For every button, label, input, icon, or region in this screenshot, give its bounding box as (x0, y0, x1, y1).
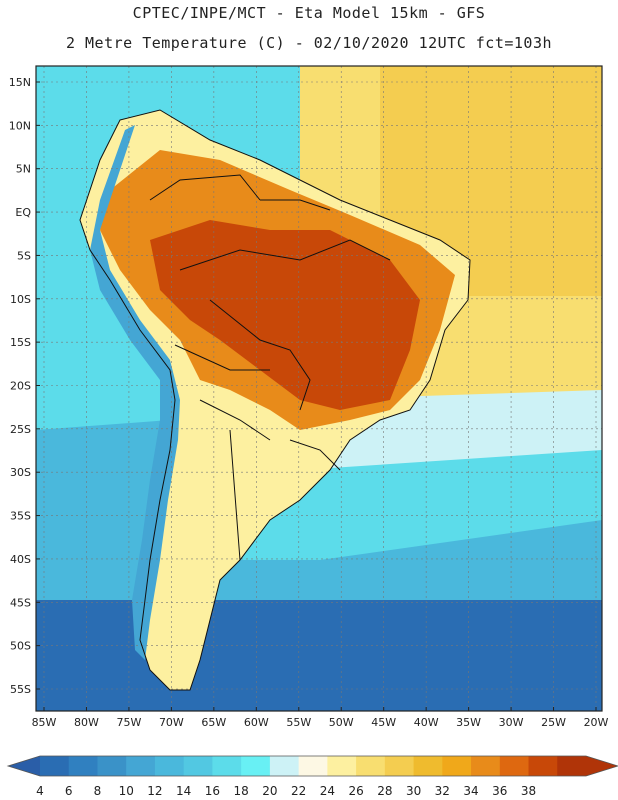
longitude-label: 30W (499, 716, 524, 729)
colorbar-swatch (356, 756, 386, 776)
colorbar-label: 28 (377, 784, 392, 798)
colorbar-label: 12 (147, 784, 162, 798)
colorbar-label: 16 (205, 784, 220, 798)
colorbar-swatch (241, 756, 271, 776)
longitude-label: 80W (74, 716, 99, 729)
colorbar-swatch (327, 756, 357, 776)
colorbar-swatch (499, 756, 530, 776)
colorbar-swatch (413, 756, 443, 776)
colorbar-swatch (557, 756, 587, 776)
latitude-label: 10S (10, 293, 31, 306)
graticule (36, 66, 602, 711)
longitude-label: 55W (286, 716, 311, 729)
latitude-label: 35S (10, 510, 31, 523)
colorbar-swatch (384, 756, 415, 776)
colorbar-label: 38 (521, 784, 536, 798)
latitude-label: 5S (17, 249, 31, 262)
colorbar-swatch (183, 756, 213, 776)
latitude-label: 50S (10, 640, 31, 653)
colorbar-swatch (154, 756, 185, 776)
latitude-label: 10N (9, 119, 31, 132)
colorbar-label: 6 (65, 784, 73, 798)
colorbar-swatch (269, 756, 300, 776)
colorbar-label: 18 (234, 784, 249, 798)
colorbar-min-arrow (8, 756, 40, 776)
colorbar-label: 36 (492, 784, 507, 798)
latitude-label: 20S (10, 380, 31, 393)
colorbar-swatch (212, 756, 242, 776)
colorbar-swatch (442, 756, 472, 776)
longitude-label: 35W (456, 716, 481, 729)
colorbar-label: 4 (36, 784, 44, 798)
longitude-label: 60W (244, 716, 269, 729)
latitude-label: 45S (10, 596, 31, 609)
chart-title-line1: CPTEC/INPE/MCT - Eta Model 15km - GFS (132, 4, 486, 22)
colorbar-label: 24 (320, 784, 335, 798)
colorbar-swatch (97, 756, 127, 776)
colorbar-label: 26 (348, 784, 363, 798)
latitude-label: EQ (15, 206, 31, 219)
colorbar-max-arrow (586, 756, 618, 776)
colorbar-swatch (68, 756, 98, 776)
colorbar-label: 32 (435, 784, 450, 798)
amazon-hot-core (150, 220, 420, 410)
longitude-label: 85W (32, 716, 57, 729)
country-borders (79, 109, 471, 691)
longitude-label: 45W (371, 716, 396, 729)
colorbar-outline (6, 755, 618, 777)
longitude-labels: 85W 80W 75W 70W 65W 60W 55W 50W 45W 40W 35W 30W 25W 2… (32, 707, 609, 729)
latitude-label: 15N (9, 76, 31, 89)
longitude-label: 40W (414, 716, 439, 729)
longitude-label: 75W (116, 716, 141, 729)
colorbar-label: 30 (406, 784, 421, 798)
colorbar-swatch (126, 756, 156, 776)
map-field (36, 66, 602, 711)
longitude-label: 50W (329, 716, 354, 729)
colorbar-label: 22 (291, 784, 306, 798)
colorbar-label: 14 (176, 784, 191, 798)
latitude-label: 30S (10, 466, 31, 479)
colorbar-label: 34 (463, 784, 478, 798)
colorbar-label: 8 (94, 784, 102, 798)
map-frame (35, 65, 603, 712)
colorbar-swatch (528, 756, 558, 776)
latitude-label: 25S (10, 423, 31, 436)
latitude-label: 40S (10, 553, 31, 566)
colorbar-swatch (471, 756, 501, 776)
latitude-label: 55S (10, 683, 31, 696)
longitude-label: 20W (584, 716, 609, 729)
latitude-label: 15S (10, 336, 31, 349)
colorbar-swatch (298, 756, 328, 776)
ocean-deep-band (36, 600, 602, 711)
chart-title-line2: 2 Metre Temperature (C) - 02/10/2020 12U… (65, 34, 553, 52)
longitude-label: 25W (541, 716, 566, 729)
latitude-labels: 15N 10N 5N EQ 5S 10S 15S 20S 25S 30S 35S 40S 45S 50S 5… (9, 76, 40, 696)
southern-cone-mild (185, 420, 330, 580)
colorbar-label: 20 (262, 784, 277, 798)
longitude-label: 65W (201, 716, 226, 729)
colorbar: 4 6 8 10 12 14 16 18 20 22 24 26 28 30 32 34 36 38 (6, 755, 618, 798)
andes-cold-strip (90, 125, 180, 660)
latitude-label: 5N (16, 163, 31, 176)
colorbar-swatch (40, 756, 70, 776)
longitude-label: 70W (159, 716, 184, 729)
colorbar-label: 10 (119, 784, 134, 798)
